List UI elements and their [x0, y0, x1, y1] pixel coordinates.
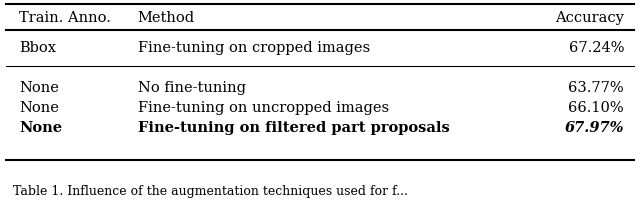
Text: Fine-tuning on cropped images: Fine-tuning on cropped images [138, 41, 370, 55]
Text: Fine-tuning on uncropped images: Fine-tuning on uncropped images [138, 101, 388, 115]
Text: Bbox: Bbox [19, 41, 56, 55]
Text: Train. Anno.: Train. Anno. [19, 11, 111, 25]
Text: 67.97%: 67.97% [564, 121, 624, 135]
Text: None: None [19, 81, 59, 95]
Text: None: None [19, 121, 62, 135]
Text: Fine-tuning on filtered part proposals: Fine-tuning on filtered part proposals [138, 121, 449, 135]
Text: No fine-tuning: No fine-tuning [138, 81, 246, 95]
Text: Table 1. Influence of the augmentation techniques used for f...: Table 1. Influence of the augmentation t… [13, 185, 408, 198]
Text: Method: Method [138, 11, 195, 25]
Text: Accuracy: Accuracy [555, 11, 624, 25]
Text: 66.10%: 66.10% [568, 101, 624, 115]
Text: 63.77%: 63.77% [568, 81, 624, 95]
Text: None: None [19, 101, 59, 115]
Text: 67.24%: 67.24% [568, 41, 624, 55]
